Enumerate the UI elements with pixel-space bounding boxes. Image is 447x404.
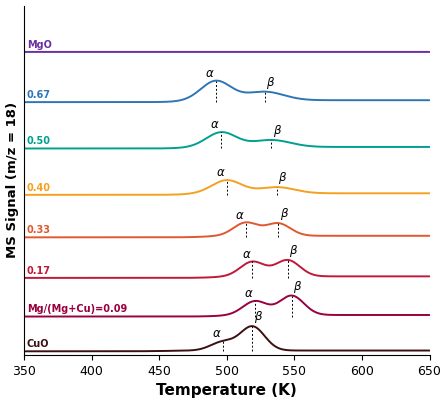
Text: $\beta$: $\beta$: [266, 75, 275, 91]
Text: Mg/(Mg+Cu)=0.09: Mg/(Mg+Cu)=0.09: [27, 304, 127, 314]
Text: $\alpha$: $\alpha$: [244, 287, 254, 300]
Text: $\beta$: $\beta$: [289, 243, 298, 259]
Text: 0.33: 0.33: [27, 225, 51, 235]
Text: $\alpha$: $\alpha$: [235, 208, 245, 221]
Text: $\beta$: $\beta$: [279, 206, 289, 222]
Text: $\beta$: $\beta$: [293, 279, 302, 295]
Text: 0.40: 0.40: [27, 183, 51, 193]
Text: CuO: CuO: [27, 339, 49, 349]
X-axis label: Temperature (K): Temperature (K): [156, 383, 297, 398]
Text: 0.67: 0.67: [27, 90, 51, 100]
Text: 0.17: 0.17: [27, 265, 51, 276]
Text: 0.50: 0.50: [27, 136, 51, 146]
Y-axis label: MS Signal (m/z = 18): MS Signal (m/z = 18): [5, 102, 19, 259]
Text: MgO: MgO: [27, 40, 52, 50]
Text: $\beta$: $\beta$: [278, 170, 287, 186]
Text: $\alpha$: $\alpha$: [216, 166, 225, 179]
Text: $\alpha$: $\alpha$: [212, 327, 221, 340]
Text: $\alpha$: $\alpha$: [205, 67, 215, 80]
Text: $\alpha$: $\alpha$: [211, 118, 220, 131]
Text: $\beta$: $\beta$: [254, 309, 263, 325]
Text: $\alpha$: $\alpha$: [241, 248, 251, 261]
Text: $\beta$: $\beta$: [273, 123, 282, 139]
